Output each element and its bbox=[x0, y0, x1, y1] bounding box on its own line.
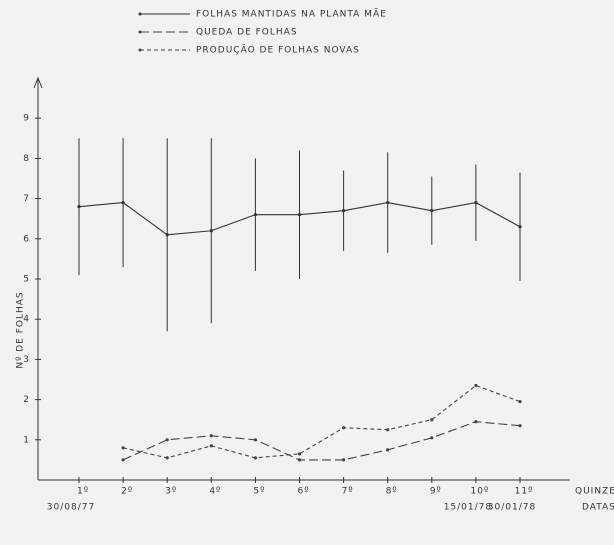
y-tick-label: 7 bbox=[23, 194, 30, 204]
legend-label: PRODUÇÃO DE FOLHAS NOVAS bbox=[196, 45, 360, 56]
date-label: 30/01/78 bbox=[488, 503, 536, 513]
legend-marker bbox=[138, 30, 142, 34]
data-point bbox=[165, 438, 169, 442]
y-tick-label: 3 bbox=[23, 355, 30, 365]
y-tick-label: 6 bbox=[23, 234, 30, 244]
x-tick-label: 5º bbox=[253, 487, 265, 497]
data-point bbox=[474, 383, 478, 388]
x-tick-label: 4º bbox=[209, 487, 221, 497]
data-point bbox=[297, 452, 302, 456]
x-tick-label: 9º bbox=[430, 487, 442, 497]
y-axis-label: Nº DE FOLHAS bbox=[16, 291, 26, 368]
data-point bbox=[165, 456, 169, 460]
data-point bbox=[386, 428, 390, 432]
x-axis-label: QUINZENAS bbox=[575, 487, 614, 497]
x-tick-label: 3º bbox=[165, 487, 177, 497]
data-point bbox=[209, 434, 213, 438]
x-tick-label: 2º bbox=[121, 487, 133, 497]
data-point bbox=[518, 400, 522, 404]
data-point bbox=[297, 213, 302, 217]
y-tick-label: 8 bbox=[23, 154, 30, 164]
y-tick-label: 4 bbox=[23, 315, 30, 325]
data-point bbox=[430, 436, 434, 440]
data-point bbox=[386, 201, 390, 205]
data-point bbox=[518, 225, 522, 229]
data-point bbox=[121, 446, 125, 450]
data-point bbox=[430, 418, 434, 422]
data-point bbox=[253, 438, 257, 442]
data-point bbox=[121, 201, 125, 205]
data-point bbox=[474, 420, 478, 424]
legend-label: QUEDA DE FOLHAS bbox=[196, 28, 298, 38]
y-tick-label: 5 bbox=[23, 275, 30, 285]
data-point bbox=[474, 201, 478, 205]
y-tick-label: 2 bbox=[23, 395, 30, 405]
data-point bbox=[386, 448, 390, 452]
legend-label: FOLHAS MANTIDAS NA PLANTA MÃE bbox=[196, 9, 387, 20]
data-point bbox=[518, 424, 522, 428]
x-tick-label: 6º bbox=[298, 487, 310, 497]
x-tick-label: 1º bbox=[77, 487, 89, 497]
data-point bbox=[77, 205, 81, 209]
data-point bbox=[297, 458, 302, 462]
data-point bbox=[253, 213, 257, 217]
data-point bbox=[253, 456, 257, 460]
legend-marker bbox=[138, 12, 142, 16]
x-tick-label: 8º bbox=[386, 487, 398, 497]
y-axis-arrow bbox=[33, 76, 43, 89]
date-label: DATAS bbox=[582, 503, 614, 513]
y-tick-label: 1 bbox=[23, 435, 30, 445]
data-point bbox=[209, 229, 213, 233]
legend-marker bbox=[138, 48, 142, 52]
x-tick-label: 11º bbox=[515, 487, 534, 497]
x-tick-label: 10º bbox=[471, 487, 490, 497]
date-label: 15/01/78 bbox=[444, 503, 492, 513]
data-point bbox=[342, 426, 346, 430]
y-tick-label: 9 bbox=[23, 114, 30, 124]
data-point bbox=[342, 209, 346, 213]
data-point bbox=[342, 458, 346, 462]
data-point bbox=[165, 233, 169, 237]
series-line bbox=[122, 384, 521, 459]
x-tick-label: 7º bbox=[342, 487, 354, 497]
data-point bbox=[430, 209, 434, 213]
data-point bbox=[121, 458, 125, 462]
series-line bbox=[122, 421, 521, 461]
date-label: 30/08/77 bbox=[47, 503, 95, 513]
data-point bbox=[209, 444, 213, 448]
